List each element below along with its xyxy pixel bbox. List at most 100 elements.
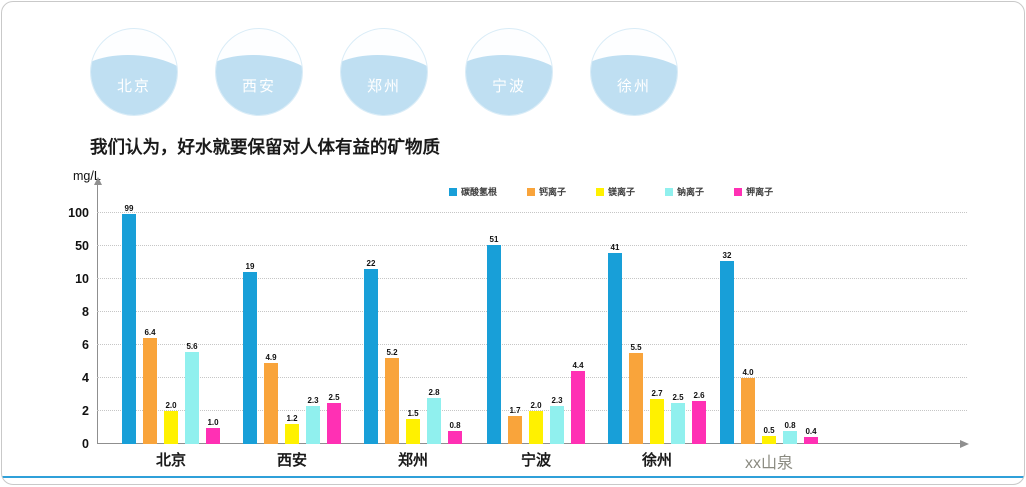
bar: 2.3 xyxy=(306,396,320,444)
bar: 41 xyxy=(608,243,622,444)
bar-value-label: 99 xyxy=(124,203,134,213)
bar-value-label: 1.7 xyxy=(509,405,521,415)
gridline xyxy=(97,410,967,411)
bar: 2.0 xyxy=(164,401,178,444)
y-tick-label: 4 xyxy=(82,371,89,385)
legend-label: 镁离子 xyxy=(608,187,636,197)
bar-group-3: 22 5.2 1.5 2.8 0.8 xyxy=(364,259,462,444)
bar: 2.5 xyxy=(671,393,685,444)
legend-swatch-icon xyxy=(665,187,674,196)
bar-value-label: 19 xyxy=(245,261,255,271)
legend-swatch-icon xyxy=(596,187,605,196)
bar-value-label: 41 xyxy=(610,243,620,253)
water-fill-icon xyxy=(466,54,552,115)
y-axis-unit-label: mg/L xyxy=(73,169,101,183)
badge-label: 北京 xyxy=(116,78,151,96)
bar: 1.5 xyxy=(406,409,420,444)
legend-swatch-icon xyxy=(734,187,743,196)
city-badge-5: 徐州 xyxy=(590,28,678,116)
bar-group-1: 99 6.4 2.0 5.6 1.0 xyxy=(122,204,220,444)
bar-value-label: 1.2 xyxy=(286,414,298,424)
legend-item: 镁离子 xyxy=(596,185,635,198)
bar: 0.8 xyxy=(783,421,797,444)
legend-label: 钙离子 xyxy=(539,187,567,197)
y-tick-label: 100 xyxy=(68,206,89,220)
headline: 我们认为，好水就要保留对人体有益的矿物质 xyxy=(90,137,440,157)
legend-item: 钙离子 xyxy=(527,185,566,198)
bar-value-label: 2.8 xyxy=(428,387,440,397)
legend-item: 碳酸氢根 xyxy=(449,185,497,198)
bar: 1.2 xyxy=(285,414,299,444)
bar: 6.4 xyxy=(143,328,157,444)
gridline xyxy=(97,212,967,213)
bar-group-4: 51 1.7 2.0 2.3 4.4 xyxy=(487,235,585,444)
bar: 1.7 xyxy=(508,406,522,444)
city-badge-2: 西安 xyxy=(215,28,303,116)
bar-value-label: 2.5 xyxy=(328,392,340,402)
bar: 1.0 xyxy=(206,418,220,444)
bar: 2.6 xyxy=(692,391,706,444)
bar-value-label: 1.5 xyxy=(407,409,419,419)
city-badge-3: 郑州 xyxy=(340,28,428,116)
bar-value-label: 0.5 xyxy=(763,425,775,435)
bar-value-label: 2.3 xyxy=(307,396,319,406)
legend-item: 钾离子 xyxy=(734,185,773,198)
y-tick-label: 10 xyxy=(75,272,89,286)
bar: 5.6 xyxy=(185,342,199,444)
bar-value-label: 5.6 xyxy=(186,341,198,351)
chart-legend: 碳酸氢根 钙离子 镁离子 钠离子 钾离子 xyxy=(449,185,773,198)
bar: 19 xyxy=(243,262,257,444)
gridline xyxy=(97,278,967,279)
water-fill-icon xyxy=(91,54,177,115)
bar-value-label: 2.0 xyxy=(165,401,177,410)
y-axis-line xyxy=(97,185,98,444)
badge-label: 徐州 xyxy=(616,78,651,96)
bar: 5.2 xyxy=(385,348,399,444)
bar: 0.5 xyxy=(762,426,776,444)
bar: 4.0 xyxy=(741,368,755,444)
water-fill-icon xyxy=(216,54,302,115)
mineral-bar-chart: mg/L 碳酸氢根 钙离子 镁离子 钠离子 钾离子 0 2 4 6 8 10 50 100 99 6.4 2… xyxy=(2,169,1024,472)
bar: 2.0 xyxy=(529,401,543,444)
bar-group-2: 19 4.9 1.2 2.3 2.5 xyxy=(243,262,341,444)
bar: 5.5 xyxy=(629,343,643,444)
water-fill-icon xyxy=(341,54,427,115)
bar: 4.4 xyxy=(571,361,585,444)
x-category-label: 北京 xyxy=(155,452,187,469)
legend-label: 钾离子 xyxy=(746,187,774,197)
bar-value-label: 6.4 xyxy=(144,328,156,338)
y-tick-label: 8 xyxy=(82,305,89,319)
bar: 2.7 xyxy=(650,389,664,444)
badge-label: 宁波 xyxy=(491,78,526,96)
bar: 2.5 xyxy=(327,393,341,444)
bar-value-label: 0.8 xyxy=(784,420,796,430)
bar: 22 xyxy=(364,259,378,444)
legend-label: 钠离子 xyxy=(677,187,705,197)
bar: 0.8 xyxy=(448,421,462,444)
bar-value-label: 4.0 xyxy=(742,368,754,377)
bar-value-label: 5.5 xyxy=(630,343,642,353)
y-tick-label: 6 xyxy=(82,338,89,352)
water-fill-icon xyxy=(591,54,677,115)
bar-value-label: 0.4 xyxy=(805,427,817,437)
y-tick-label: 0 xyxy=(82,437,89,451)
bar-value-label: 22 xyxy=(366,259,376,269)
gridline xyxy=(97,377,967,378)
plot-area: mg/L 碳酸氢根 钙离子 镁离子 钠离子 钾离子 0 2 4 6 8 10 50 100 99 6.4 2… xyxy=(68,169,969,451)
bar-value-label: 0.8 xyxy=(449,420,461,430)
bottom-accent-line xyxy=(2,476,1024,478)
bar-value-label: 2.3 xyxy=(551,396,563,406)
y-axis-arrow-icon xyxy=(94,177,102,185)
bar-value-label: 2.0 xyxy=(530,401,542,410)
x-category-label: 西安 xyxy=(276,452,308,469)
bar: 2.3 xyxy=(550,396,564,444)
gridline xyxy=(97,344,967,345)
bar-value-label: 4.4 xyxy=(572,361,584,371)
y-tick-label: 50 xyxy=(75,239,89,253)
bar-value-label: 1.0 xyxy=(207,417,219,427)
x-category-label: xx山泉 xyxy=(744,455,794,472)
city-badge-1: 北京 xyxy=(90,28,178,116)
legend-swatch-icon xyxy=(527,187,536,196)
city-badge-4: 宁波 xyxy=(465,28,553,116)
